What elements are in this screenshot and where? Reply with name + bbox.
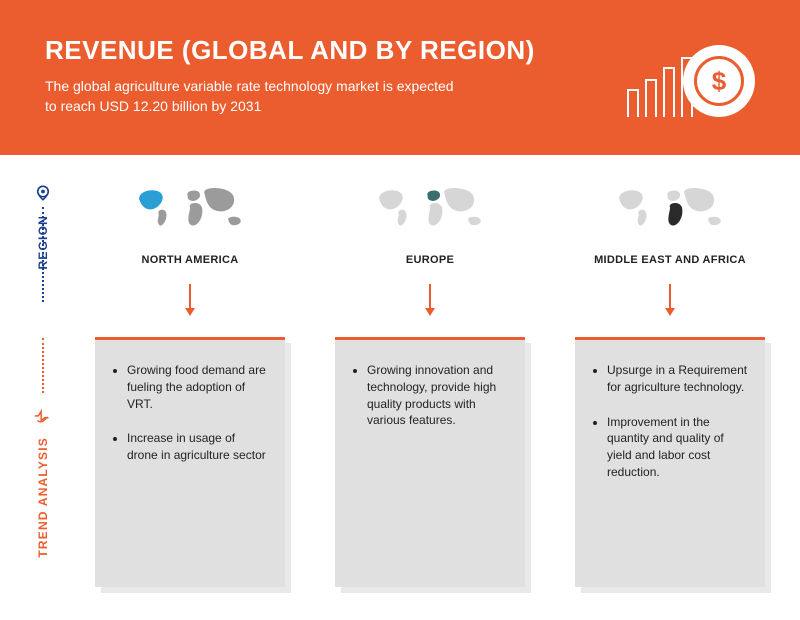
trend-bullet: Upsurge in a Requirement for agriculture… xyxy=(607,362,749,396)
region-column: MIDDLE EAST AND AFRICA Upsurge in a Requi… xyxy=(570,173,770,587)
region-column: EUROPE Growing innovation and technology,… xyxy=(330,173,530,587)
hand-icon xyxy=(29,401,57,429)
coin-icon: $ xyxy=(683,45,755,117)
revenue-graphic: $ xyxy=(627,45,755,117)
rail-region: REGION xyxy=(29,179,57,270)
bar xyxy=(627,89,639,117)
world-map-icon xyxy=(130,173,250,248)
bar xyxy=(663,67,675,117)
body-area: REGION TREND ANALYSIS NORTH AMERICA Growi… xyxy=(0,155,800,587)
side-rail: REGION TREND ANALYSIS xyxy=(18,173,68,567)
trend-card: Upsurge in a Requirement for agriculture… xyxy=(575,337,765,587)
world-map-icon xyxy=(610,173,730,248)
arrow-down-icon xyxy=(183,284,197,323)
region-name: NORTH AMERICA xyxy=(142,254,239,266)
trend-bullet: Growing innovation and technology, provi… xyxy=(367,362,509,429)
trend-bullet: Growing food demand are fueling the adop… xyxy=(127,362,269,412)
trend-card: Growing food demand are fueling the adop… xyxy=(95,337,285,587)
bar xyxy=(645,79,657,117)
rail-label-trend: TREND ANALYSIS xyxy=(36,437,50,558)
region-column: NORTH AMERICA Growing food demand are fue… xyxy=(90,173,290,587)
dollar-sign-icon: $ xyxy=(694,56,744,106)
world-map-icon xyxy=(370,173,490,248)
rail-trend: TREND ANALYSIS xyxy=(29,401,57,558)
region-name: MIDDLE EAST AND AFRICA xyxy=(594,254,746,266)
trend-bullet: Increase in usage of drone in agricultur… xyxy=(127,430,269,464)
region-name: EUROPE xyxy=(406,254,454,266)
header-banner: REVENUE (GLOBAL AND BY REGION) The globa… xyxy=(0,0,800,155)
arrow-down-icon xyxy=(423,284,437,323)
header-subtitle: The global agriculture variable rate tec… xyxy=(45,76,465,117)
rail-dots-bottom xyxy=(42,338,44,393)
pin-icon xyxy=(29,179,57,207)
trend-bullet: Improvement in the quantity and quality … xyxy=(607,414,749,481)
region-columns: NORTH AMERICA Growing food demand are fue… xyxy=(90,173,770,587)
rail-label-region: REGION xyxy=(36,215,50,270)
arrow-down-icon xyxy=(663,284,677,323)
trend-card: Growing innovation and technology, provi… xyxy=(335,337,525,587)
